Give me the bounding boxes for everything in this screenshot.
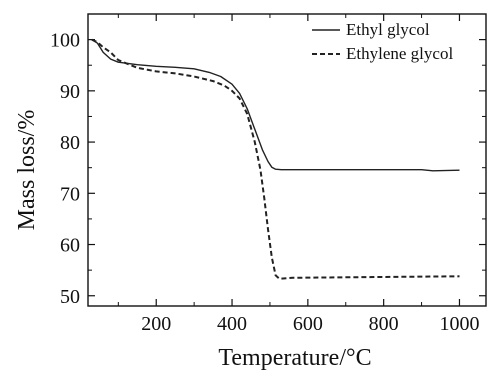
x-tick-label: 200	[141, 313, 171, 335]
legend-label-1: Ethyl glycol	[346, 20, 430, 39]
series-line-1	[91, 39, 460, 172]
legend-label-2: Ethylene glycol	[346, 44, 453, 63]
x-tick-label: 600	[293, 313, 323, 335]
y-tick-label: 70	[60, 183, 80, 205]
x-tick-label: 400	[217, 313, 247, 335]
x-tick-label: 1000	[439, 313, 479, 335]
y-tick-label: 60	[60, 235, 80, 257]
x-tick-label: 800	[369, 313, 399, 335]
plot-frame	[87, 13, 487, 307]
y-axis-title: Mass loss/%	[14, 110, 40, 231]
x-axis-title: Temperature/°C	[218, 345, 371, 371]
y-tick-label: 50	[60, 286, 80, 308]
y-tick-label: 90	[60, 81, 80, 103]
y-tick-label: 80	[60, 132, 80, 154]
series-line-2	[91, 38, 460, 280]
y-tick-label: 100	[50, 30, 80, 52]
